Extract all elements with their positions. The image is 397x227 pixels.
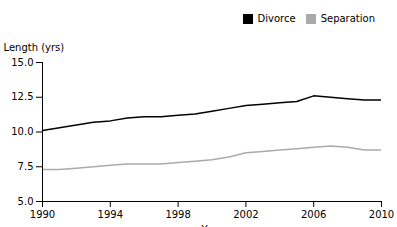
svg-text:12.5: 12.5 <box>11 91 33 102</box>
html-text:Divorce: Divorce <box>257 13 296 24</box>
svg-text:Length (yrs): Length (yrs) <box>4 42 65 53</box>
svg-text:2010: 2010 <box>369 209 394 220</box>
svg-text:7.5: 7.5 <box>18 161 34 172</box>
svg-text:2006: 2006 <box>301 209 326 220</box>
svg-text:1994: 1994 <box>98 209 123 220</box>
svg-text:1990: 1990 <box>30 209 55 220</box>
svg-text:15.0: 15.0 <box>11 57 33 68</box>
svg-text:5.0: 5.0 <box>18 196 34 207</box>
svg-text:Year: Year <box>200 224 223 227</box>
svg-text:1998: 1998 <box>165 209 190 220</box>
html-text:Separation: Separation <box>320 13 375 24</box>
svg-text:10.0: 10.0 <box>11 126 33 137</box>
svg-text:2002: 2002 <box>233 209 258 220</box>
